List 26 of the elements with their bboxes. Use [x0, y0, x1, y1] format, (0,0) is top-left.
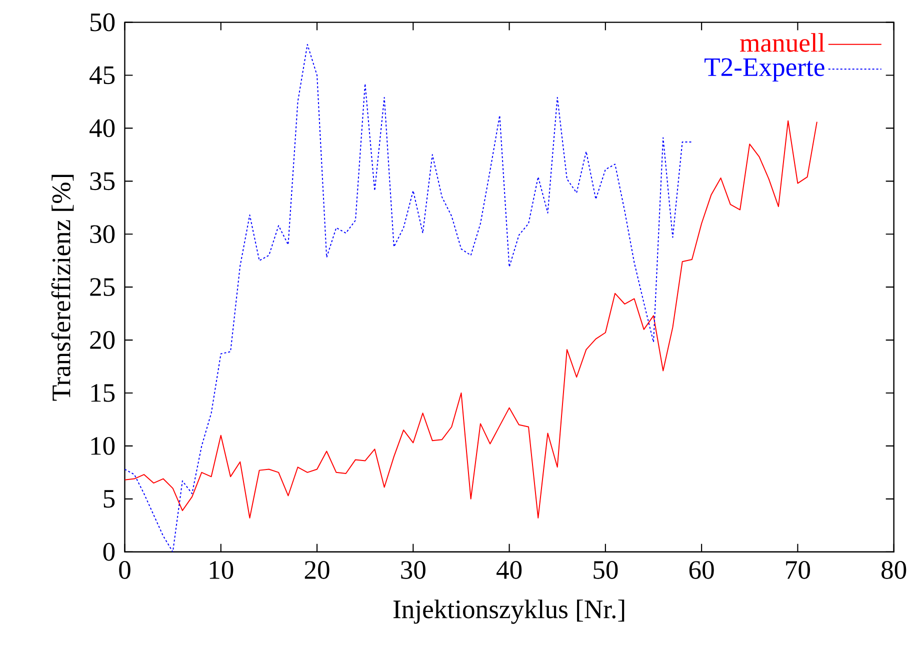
y-tick-label: 30: [90, 225, 115, 244]
y-tick-label: 10: [91, 437, 115, 456]
y-tick-label: 25: [90, 278, 115, 296]
y-tick-label: 35: [90, 172, 115, 190]
x-tick-label: 50: [594, 561, 618, 580]
y-tick-label: 20: [90, 331, 115, 350]
x-tick-label: 30: [401, 561, 426, 580]
x-tick-label: 20: [304, 561, 330, 580]
x-tick-label: 60: [689, 561, 714, 580]
x-tick-label: 40: [496, 561, 522, 580]
x-tick-label: 10: [210, 561, 234, 580]
y-tick-label: 45: [90, 66, 115, 84]
y-tick-label: 5: [104, 490, 115, 508]
x-tick-label: 70: [786, 561, 810, 580]
y-tick-label: 40: [90, 119, 115, 138]
x-axis-title: Injektionszyklus [Nr.]: [393, 600, 624, 624]
line-series: [124, 120, 818, 519]
y-axis-title: Transfereffizienz [%]: [51, 175, 74, 401]
y-tick-label: 0: [103, 543, 115, 562]
legend-label: manuell: [740, 33, 825, 52]
y-tick-label: 50: [90, 13, 115, 32]
legend-label: T2-Experte: [704, 58, 824, 82]
x-tick-label: 0: [119, 561, 130, 580]
y-tick-label: 15: [91, 384, 115, 402]
x-tick-label: 80: [882, 561, 906, 580]
line-series: [124, 44, 692, 552]
